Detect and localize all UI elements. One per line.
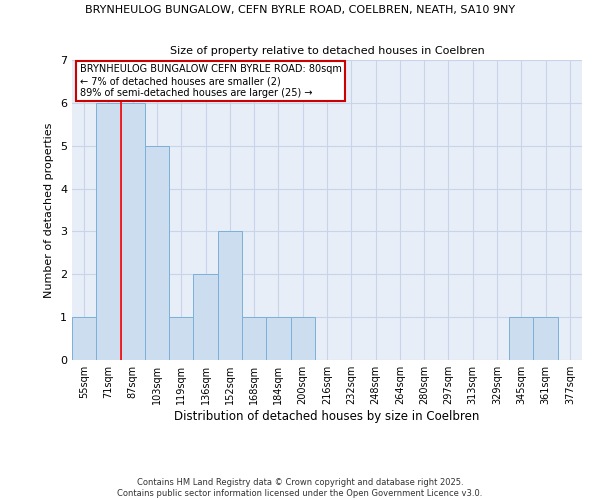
Text: BRYNHEULOG BUNGALOW, CEFN BYRLE ROAD, COELBREN, NEATH, SA10 9NY: BRYNHEULOG BUNGALOW, CEFN BYRLE ROAD, CO…	[85, 5, 515, 15]
Bar	[509, 317, 533, 360]
Bar	[121, 103, 145, 360]
Bar	[72, 317, 96, 360]
Bar	[218, 232, 242, 360]
Bar	[96, 103, 121, 360]
Bar	[290, 317, 315, 360]
Text: Contains HM Land Registry data © Crown copyright and database right 2025.
Contai: Contains HM Land Registry data © Crown c…	[118, 478, 482, 498]
Text: BRYNHEULOG BUNGALOW CEFN BYRLE ROAD: 80sqm
← 7% of detached houses are smaller (: BRYNHEULOG BUNGALOW CEFN BYRLE ROAD: 80s…	[80, 64, 341, 98]
Bar	[266, 317, 290, 360]
Bar	[145, 146, 169, 360]
Title: Size of property relative to detached houses in Coelbren: Size of property relative to detached ho…	[170, 46, 484, 56]
X-axis label: Distribution of detached houses by size in Coelbren: Distribution of detached houses by size …	[175, 410, 479, 423]
Bar	[533, 317, 558, 360]
Y-axis label: Number of detached properties: Number of detached properties	[44, 122, 55, 298]
Bar	[242, 317, 266, 360]
Bar	[169, 317, 193, 360]
Bar	[193, 274, 218, 360]
